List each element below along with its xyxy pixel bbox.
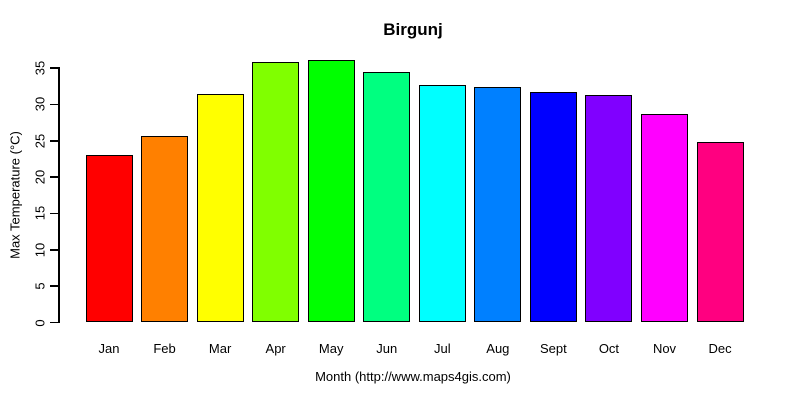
y-axis-line <box>58 67 60 323</box>
bar-apr <box>252 62 300 323</box>
x-axis-title: Month (http://www.maps4gis.com) <box>315 369 511 384</box>
y-tick-label: 15 <box>32 206 48 221</box>
x-tick-label: Aug <box>486 341 510 356</box>
y-axis-title: Max Temperature (°C) <box>7 131 23 259</box>
x-tick-label: Jul <box>433 341 451 356</box>
y-tick <box>50 67 58 69</box>
x-tick-label: Apr <box>265 341 286 356</box>
chart-title: Birgunj <box>383 20 443 39</box>
x-tick-label: Sept <box>540 341 567 356</box>
bar-jul <box>418 84 466 323</box>
y-tick-label: 25 <box>32 133 48 148</box>
bar-sept <box>529 92 577 323</box>
y-tick <box>50 249 58 251</box>
y-tick <box>50 285 58 287</box>
x-tick-label: Jun <box>376 341 398 356</box>
y-tick <box>50 103 58 106</box>
y-tick <box>50 321 58 324</box>
x-tick-label: Oct <box>598 341 620 356</box>
x-tick-label: Jan <box>98 341 120 356</box>
bar-dec <box>696 142 744 323</box>
bar-jan <box>85 155 133 323</box>
bar-feb <box>141 136 189 323</box>
bar-oct <box>585 94 633 323</box>
y-tick-label: 0 <box>32 318 48 327</box>
y-tick-label: 35 <box>32 60 48 76</box>
y-tick-label: 5 <box>32 282 48 290</box>
bar-nov <box>641 113 688 323</box>
y-tick <box>50 212 58 215</box>
y-tick <box>50 176 58 178</box>
bar-aug <box>474 86 522 323</box>
x-tick-label: Feb <box>153 341 176 356</box>
bar-jun <box>363 71 411 323</box>
x-tick-label: May <box>318 341 344 356</box>
y-tick-label: 20 <box>32 169 48 185</box>
x-tick-label: Mar <box>208 341 232 356</box>
x-tick-label: Dec <box>708 341 732 356</box>
bar-mar <box>196 94 244 323</box>
bar-may <box>307 60 355 323</box>
y-tick-label: 10 <box>32 242 48 258</box>
y-tick <box>50 140 58 142</box>
x-tick-label: Nov <box>652 341 677 356</box>
y-tick-label: 30 <box>32 97 48 112</box>
